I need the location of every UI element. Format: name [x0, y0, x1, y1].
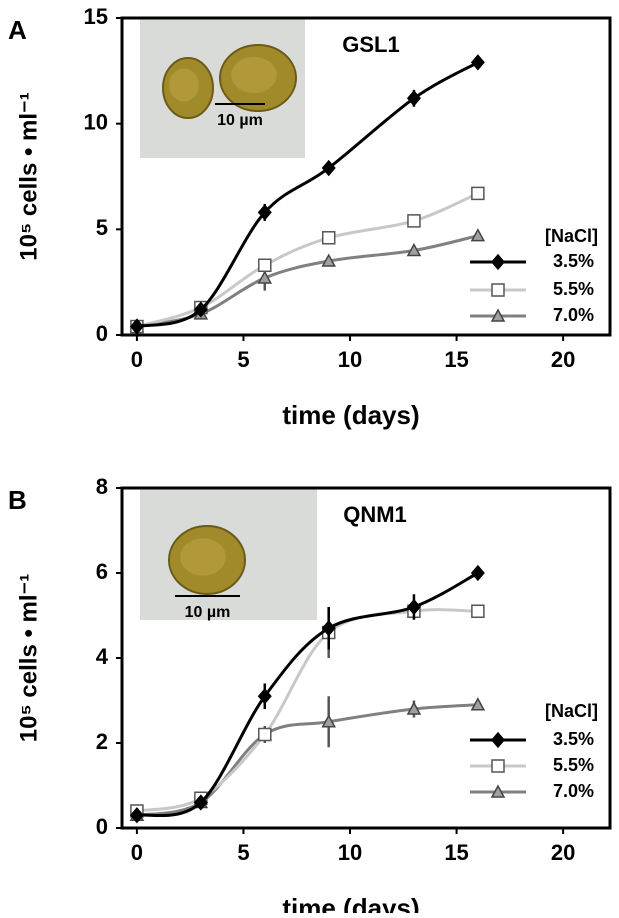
marker [129, 807, 144, 824]
y-tick-label: 0 [96, 321, 108, 346]
cell-texture [169, 68, 199, 102]
legend-label: 7.0% [553, 781, 594, 801]
x-tick-label: 0 [131, 347, 143, 372]
y-tick-label: 15 [84, 4, 108, 29]
y-tick-label: 4 [96, 644, 109, 669]
marker [470, 564, 485, 582]
x-tick-label: 10 [338, 840, 362, 865]
marker [470, 697, 486, 711]
marker [470, 228, 486, 242]
panel: 10 µm B QNM1 0 5 10 15 20 0 2 4 6 8 time (days) 10⁵ ce… [8, 474, 612, 918]
marker [321, 620, 336, 637]
marker [257, 204, 272, 221]
panel-label: B [8, 485, 27, 515]
marker [490, 784, 506, 798]
series-line [136, 608, 478, 813]
legend-label: 5.5% [553, 279, 594, 299]
legend-label: 5.5% [553, 755, 594, 775]
chart-title: QNM1 [343, 502, 407, 527]
y-tick-label: 0 [96, 814, 108, 839]
legend-title: [NaCl] [545, 701, 598, 721]
panel: 10 µm A GSL1 0 5 10 15 20 0 5 10 15 time (days) 10⁵ c… [8, 4, 612, 430]
legend-label: 3.5% [553, 729, 594, 749]
scale-label: 10 µm [185, 604, 231, 621]
x-tick-label: 10 [338, 347, 362, 372]
legend-title: [NaCl] [545, 226, 598, 246]
marker [491, 759, 505, 773]
marker [406, 701, 422, 715]
y-tick-label: 6 [96, 559, 108, 584]
marker [258, 258, 272, 273]
y-tick-label: 2 [96, 729, 108, 754]
y-tick-label: 10 [84, 109, 108, 134]
plot-frame [120, 16, 612, 337]
marker [407, 214, 421, 228]
x-tick-label: 15 [444, 840, 468, 865]
marker [471, 604, 485, 618]
marker [406, 242, 422, 257]
cell-texture [231, 56, 277, 94]
legend-label: 7.0% [553, 305, 594, 325]
marker [193, 301, 208, 318]
marker [321, 253, 336, 267]
marker [491, 731, 505, 749]
x-tick-label: 5 [237, 347, 249, 372]
marker [470, 54, 485, 71]
marker [491, 253, 505, 271]
x-tick-label: 5 [237, 840, 249, 865]
scale-label: 10 µm [217, 112, 263, 129]
marker [257, 688, 272, 705]
marker [321, 714, 336, 728]
marker [406, 90, 421, 107]
marker [491, 283, 505, 297]
marker [471, 186, 485, 201]
legend-label: 3.5% [553, 251, 594, 271]
y-tick-label: 8 [96, 474, 108, 499]
chart-title: GSL1 [342, 32, 399, 57]
panel-label: A [8, 15, 27, 45]
marker [193, 794, 208, 811]
marker [321, 231, 336, 245]
y-tick-label: 5 [96, 215, 108, 240]
x-tick-label: 0 [131, 840, 143, 865]
x-axis-label: time (days) [282, 400, 419, 430]
marker [406, 598, 421, 616]
marker [258, 727, 272, 742]
x-tick-label: 20 [551, 347, 575, 372]
marker [257, 270, 273, 284]
marker [129, 318, 144, 335]
series-line [136, 192, 479, 328]
x-axis-label: time (days) [282, 893, 419, 913]
y-axis-label: 10⁵ cells • ml⁻¹ [15, 574, 42, 742]
series-line [136, 703, 478, 817]
cell-texture [180, 538, 226, 576]
y-axis-label: 10⁵ cells • ml⁻¹ [15, 92, 42, 260]
x-tick-label: 20 [551, 840, 575, 865]
x-tick-label: 15 [444, 347, 468, 372]
marker [490, 308, 506, 322]
marker [321, 159, 336, 177]
